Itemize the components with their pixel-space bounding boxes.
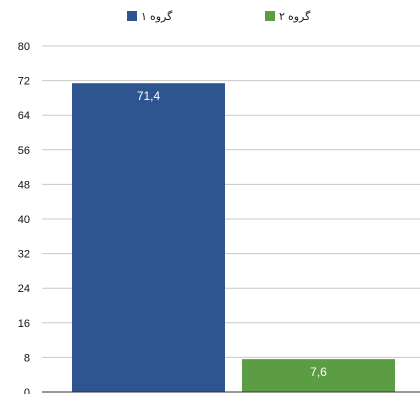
y-tick-label: 32 bbox=[18, 249, 30, 261]
y-axis-ticks: 0 8 16 24 32 40 48 56 64 72 80 bbox=[18, 41, 30, 394]
legend: گروه ۱ گروه ۲ bbox=[127, 10, 311, 23]
bar bbox=[72, 83, 225, 392]
bar-value-label: 7,6 bbox=[310, 365, 327, 379]
data-labels: 71,4 7,6 bbox=[137, 89, 327, 379]
y-tick-label: 40 bbox=[18, 214, 30, 226]
y-tick-label: 48 bbox=[18, 179, 30, 191]
y-tick-label: 80 bbox=[18, 41, 30, 53]
y-tick-label: 72 bbox=[18, 76, 30, 88]
bar-value-label: 71,4 bbox=[137, 89, 161, 103]
y-tick-label: 16 bbox=[18, 318, 30, 330]
legend-swatch bbox=[127, 11, 137, 21]
y-tick-label: 64 bbox=[18, 110, 30, 122]
legend-label: گروه ۱ bbox=[141, 10, 173, 23]
y-tick-label: 24 bbox=[18, 283, 30, 295]
bar bbox=[242, 359, 395, 392]
bars bbox=[72, 83, 395, 392]
y-tick-label: 56 bbox=[18, 145, 30, 157]
legend-swatch bbox=[265, 11, 275, 21]
legend-label: گروه ۲ bbox=[279, 10, 311, 23]
y-tick-label: 8 bbox=[24, 352, 30, 364]
y-tick-label: 0 bbox=[24, 387, 30, 394]
